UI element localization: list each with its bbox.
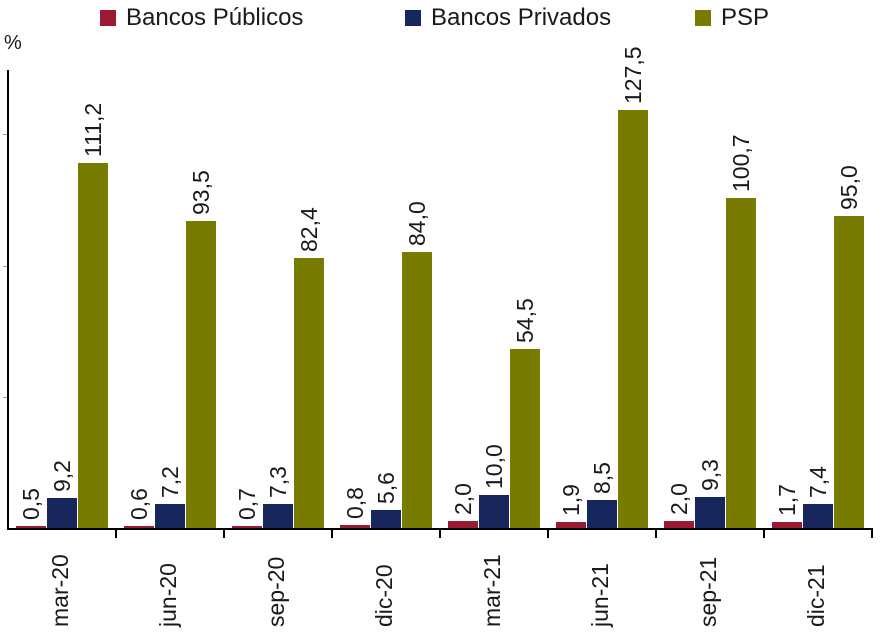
bar-psp-sep-20	[294, 258, 324, 528]
bar-value-label: 84,0	[404, 201, 430, 246]
legend-swatch-bancos-privados-icon	[405, 10, 421, 26]
x-axis-label-sep-21: sep-21	[695, 556, 721, 627]
x-axis-tick	[547, 530, 549, 538]
bar-bancos-públicos-jun-21	[556, 522, 586, 528]
bar-bancos-privados-jun-21	[587, 500, 617, 528]
bar-bancos-privados-dic-21	[803, 504, 833, 528]
bar-value-label: 9,3	[697, 459, 723, 491]
x-axis-tick	[655, 530, 657, 538]
x-axis-tick	[871, 530, 873, 538]
bar-value-label: 95,0	[836, 165, 862, 210]
x-axis-label-mar-21: mar-21	[479, 554, 505, 627]
bar-value-label: 0,6	[126, 488, 152, 520]
bar-value-label: 7,2	[157, 466, 183, 498]
y-axis-tick	[3, 266, 7, 267]
bar-psp-jun-21	[618, 110, 648, 528]
bar-value-label: 100,7	[728, 134, 754, 192]
x-axis-tick	[223, 530, 225, 538]
legend-label-bancos-publicos: Bancos Públicos	[126, 4, 304, 31]
bar-value-label: 111,2	[80, 102, 106, 157]
x-axis-label-dic-21: dic-21	[803, 564, 829, 627]
bar-psp-sep-21	[726, 198, 756, 528]
y-axis-tick	[3, 397, 7, 398]
legend-label-psp: PSP	[721, 4, 770, 31]
bar-value-label: 5,6	[373, 472, 399, 504]
x-axis-line	[7, 528, 873, 530]
bar-value-label: 2,0	[666, 483, 692, 515]
bar-value-label: 7,3	[265, 466, 291, 498]
bar-value-label: 54,5	[512, 298, 538, 343]
bar-value-label: 9,2	[49, 460, 75, 492]
bar-value-label: 0,5	[18, 488, 44, 520]
bar-psp-mar-20	[78, 163, 108, 528]
bar-bancos-públicos-sep-20	[232, 526, 262, 528]
x-axis-tick	[331, 530, 333, 538]
bar-value-label: 10,0	[481, 444, 507, 489]
bar-value-label: 0,8	[342, 487, 368, 519]
legend-label-bancos-privados: Bancos Privados	[431, 4, 612, 31]
x-axis-label-sep-20: sep-20	[263, 556, 289, 627]
bar-value-label: 1,7	[774, 484, 800, 516]
bar-bancos-privados-mar-21	[479, 495, 509, 528]
bar-bancos-privados-sep-20	[263, 504, 293, 528]
y-axis-line	[7, 70, 9, 530]
x-axis-tick	[115, 530, 117, 538]
legend-item-bancos-privados: Bancos Privados	[405, 5, 611, 31]
x-axis-tick	[763, 530, 765, 538]
bar-bancos-privados-sep-21	[695, 497, 725, 528]
bar-value-label: 1,9	[558, 484, 584, 516]
bar-bancos-privados-dic-20	[371, 510, 401, 528]
bar-value-label: 8,5	[589, 462, 615, 494]
bar-bancos-privados-mar-20	[47, 498, 77, 528]
bar-value-label: 127,5	[620, 46, 646, 104]
x-axis-label-mar-20: mar-20	[47, 554, 73, 627]
y-axis-tick	[3, 134, 7, 135]
bar-bancos-públicos-mar-20	[16, 526, 46, 528]
x-axis-tick	[439, 530, 441, 538]
bar-psp-mar-21	[510, 349, 540, 528]
legend-item-psp: PSP	[695, 5, 769, 31]
bar-bancos-públicos-sep-21	[664, 521, 694, 528]
x-axis-label-jun-21: jun-21	[587, 563, 613, 627]
bar-value-label: 82,4	[296, 207, 322, 252]
bar-bancos-privados-jun-20	[155, 504, 185, 528]
bar-value-label: 93,5	[188, 170, 214, 215]
bar-value-label: 7,4	[805, 466, 831, 498]
bar-bancos-públicos-jun-20	[124, 526, 154, 528]
legend-swatch-psp-icon	[695, 10, 711, 26]
x-axis-label-dic-20: dic-20	[371, 564, 397, 627]
y-axis-unit-label: %	[4, 32, 22, 54]
legend-item-bancos-publicos: Bancos Públicos	[100, 5, 303, 31]
bar-psp-dic-20	[402, 252, 432, 528]
bar-psp-dic-21	[834, 216, 864, 528]
bar-bancos-públicos-mar-21	[448, 521, 478, 528]
bar-psp-jun-20	[186, 221, 216, 528]
bar-value-label: 2,0	[450, 483, 476, 515]
x-axis-label-jun-20: jun-20	[155, 563, 181, 627]
bar-bancos-públicos-dic-21	[772, 522, 802, 528]
bar-value-label: 0,7	[234, 488, 260, 520]
legend-swatch-bancos-publicos-icon	[100, 10, 116, 26]
bar-bancos-públicos-dic-20	[340, 525, 370, 528]
